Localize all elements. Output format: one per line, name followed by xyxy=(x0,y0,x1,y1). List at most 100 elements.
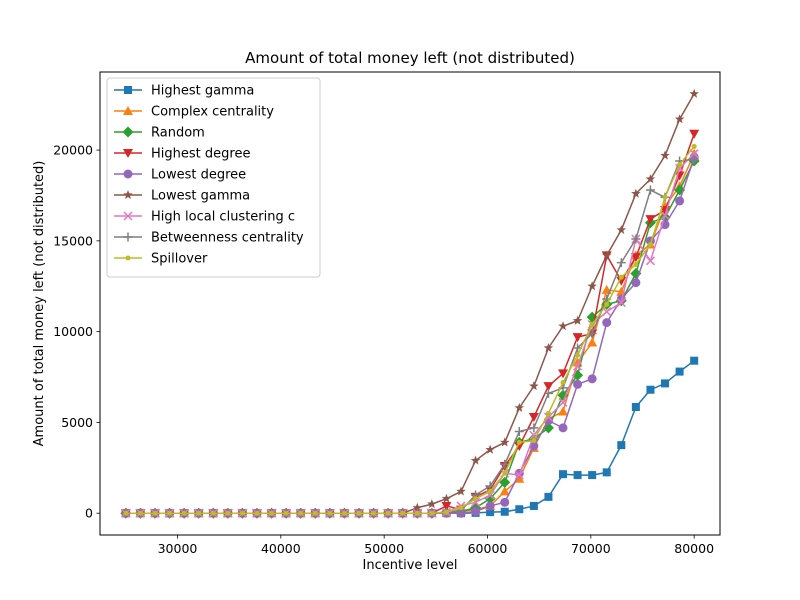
data-point xyxy=(499,476,511,488)
data-point xyxy=(572,315,583,325)
data-point xyxy=(254,510,260,516)
y-axis: 0 5000 10000 15000 20000 xyxy=(53,143,100,521)
data-point xyxy=(427,499,437,509)
data-point xyxy=(689,129,700,139)
data-point xyxy=(618,274,624,280)
data-point xyxy=(675,196,685,206)
data-point xyxy=(385,510,391,516)
data-point xyxy=(631,278,641,288)
data-point xyxy=(558,321,568,331)
data-point xyxy=(500,507,509,516)
data-point xyxy=(516,439,522,445)
x-tick-label: 30000 xyxy=(158,541,198,556)
data-point xyxy=(690,356,699,365)
data-point xyxy=(660,150,670,160)
legend-label: Lowest gamma xyxy=(151,189,250,204)
data-point xyxy=(573,379,583,389)
data-point xyxy=(604,301,610,307)
data-point xyxy=(412,502,423,512)
data-point xyxy=(647,241,653,247)
data-point xyxy=(500,497,510,507)
data-point xyxy=(631,234,641,244)
data-point xyxy=(514,402,525,412)
data-point xyxy=(356,510,362,516)
data-point xyxy=(514,473,525,483)
data-point xyxy=(646,385,655,394)
legend-item: Complex centrality xyxy=(114,105,274,120)
legend-marker xyxy=(125,255,131,261)
legend-label: High local clustering c xyxy=(151,210,295,225)
data-point xyxy=(514,427,524,437)
data-point xyxy=(441,501,452,511)
data-point xyxy=(514,470,524,480)
data-point xyxy=(167,510,173,516)
data-point xyxy=(225,510,231,516)
x-tick-label: 40000 xyxy=(261,541,301,556)
data-point xyxy=(499,486,510,496)
data-point xyxy=(529,501,538,510)
legend-marker xyxy=(123,169,133,179)
data-point xyxy=(514,442,525,452)
data-point xyxy=(660,210,670,220)
data-point xyxy=(341,510,347,516)
data-point xyxy=(587,328,597,338)
data-point xyxy=(602,468,611,477)
legend-box xyxy=(106,77,321,278)
data-point xyxy=(617,441,626,450)
data-point xyxy=(631,402,640,411)
y-tick-label: 0 xyxy=(85,506,93,521)
legend-marker xyxy=(122,126,134,138)
x-tick-label: 80000 xyxy=(674,541,714,556)
data-point xyxy=(239,510,245,516)
data-point xyxy=(689,149,699,159)
x-tick-label: 70000 xyxy=(571,541,611,556)
data-point xyxy=(531,438,537,444)
data-point xyxy=(661,379,670,388)
data-point xyxy=(486,508,495,517)
data-point xyxy=(645,256,655,266)
y-tick-label: 5000 xyxy=(61,415,93,430)
data-point xyxy=(674,114,685,124)
legend-item: Highest gamma xyxy=(114,84,254,99)
data-point xyxy=(441,493,452,503)
data-point xyxy=(558,423,568,433)
data-point xyxy=(558,369,569,379)
data-point xyxy=(645,174,656,184)
legend-label: Spillover xyxy=(151,252,208,267)
data-point xyxy=(616,276,627,286)
data-point xyxy=(587,374,597,384)
data-point xyxy=(529,423,539,433)
legend-item: Lowest gamma xyxy=(114,189,250,204)
y-axis-label: Amount of total money left (not distribu… xyxy=(32,161,47,447)
data-point xyxy=(689,88,699,98)
chart-title: Amount of total money left (not distribu… xyxy=(245,49,575,67)
data-point xyxy=(633,261,639,267)
data-point xyxy=(587,337,598,347)
data-point xyxy=(298,510,304,516)
series-layer xyxy=(120,88,700,519)
data-point xyxy=(560,379,566,385)
data-point xyxy=(616,298,626,308)
x-axis-label: Incentive level xyxy=(363,558,458,573)
data-point xyxy=(196,510,202,516)
data-point xyxy=(689,154,699,164)
data-point xyxy=(456,486,466,496)
data-point xyxy=(677,162,683,168)
data-point xyxy=(500,459,510,469)
data-point xyxy=(473,496,479,502)
data-point xyxy=(631,188,641,198)
legend-marker xyxy=(123,106,133,115)
data-point xyxy=(545,410,551,416)
data-point xyxy=(123,510,129,516)
legend-label: Lowest degree xyxy=(151,168,246,183)
data-point xyxy=(602,318,612,328)
legend-label: Complex centrality xyxy=(151,105,274,120)
data-point xyxy=(458,505,464,511)
data-point xyxy=(210,510,216,516)
data-point xyxy=(528,412,539,422)
legend-marker xyxy=(123,232,133,242)
data-point xyxy=(558,397,568,407)
data-point xyxy=(589,321,595,327)
data-point xyxy=(371,510,377,516)
